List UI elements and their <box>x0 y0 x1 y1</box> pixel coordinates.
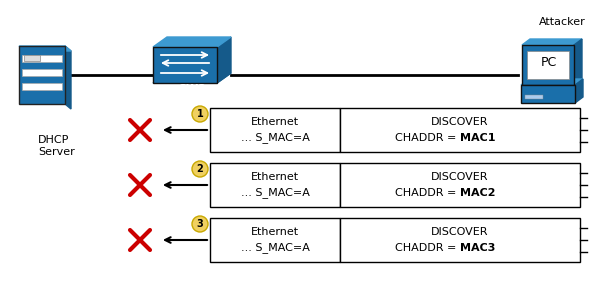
Bar <box>210 163 340 207</box>
Bar <box>210 108 340 152</box>
Text: ... S_MAC=A: ... S_MAC=A <box>240 187 309 198</box>
Bar <box>522 45 574 85</box>
Bar <box>527 51 569 79</box>
Text: 2: 2 <box>197 164 204 174</box>
Text: 1: 1 <box>197 109 204 119</box>
Text: MAC1: MAC1 <box>460 133 495 143</box>
Text: ... S_MAC=A: ... S_MAC=A <box>240 242 309 253</box>
Polygon shape <box>19 46 71 51</box>
Bar <box>19 46 65 104</box>
Text: PC: PC <box>541 56 557 70</box>
Text: MAC3: MAC3 <box>460 243 495 253</box>
FancyBboxPatch shape <box>22 68 62 75</box>
Text: DHCP
Server: DHCP Server <box>38 135 75 157</box>
Text: DISCOVER: DISCOVER <box>431 117 489 127</box>
Circle shape <box>192 216 208 232</box>
Text: DISCOVER: DISCOVER <box>431 172 489 182</box>
Text: CHADDR =: CHADDR = <box>395 243 460 253</box>
Polygon shape <box>521 79 583 85</box>
Bar <box>340 163 580 207</box>
Text: 3: 3 <box>197 219 204 229</box>
Bar <box>153 47 217 83</box>
FancyBboxPatch shape <box>22 54 62 61</box>
FancyBboxPatch shape <box>24 55 40 61</box>
Circle shape <box>192 106 208 122</box>
Text: Attacker: Attacker <box>539 17 585 27</box>
Text: CHADDR =: CHADDR = <box>395 133 460 143</box>
Polygon shape <box>153 37 231 47</box>
Bar <box>525 95 543 99</box>
Bar <box>521 85 575 103</box>
Text: DISCOVER: DISCOVER <box>431 227 489 237</box>
Text: ... S_MAC=A: ... S_MAC=A <box>240 132 309 143</box>
Polygon shape <box>574 39 582 85</box>
Bar <box>210 218 340 262</box>
Text: SW2: SW2 <box>178 84 206 94</box>
Bar <box>340 218 580 262</box>
Polygon shape <box>153 73 231 83</box>
Circle shape <box>192 161 208 177</box>
Polygon shape <box>217 37 231 83</box>
Text: CHADDR =: CHADDR = <box>395 188 460 198</box>
Bar <box>340 108 580 152</box>
Text: Ethernet: Ethernet <box>251 172 299 182</box>
Text: MAC2: MAC2 <box>460 188 495 198</box>
Text: Ethernet: Ethernet <box>251 117 299 127</box>
Polygon shape <box>575 79 583 103</box>
Text: Ethernet: Ethernet <box>251 227 299 237</box>
Polygon shape <box>522 39 582 45</box>
FancyBboxPatch shape <box>22 83 62 90</box>
Polygon shape <box>65 46 71 109</box>
